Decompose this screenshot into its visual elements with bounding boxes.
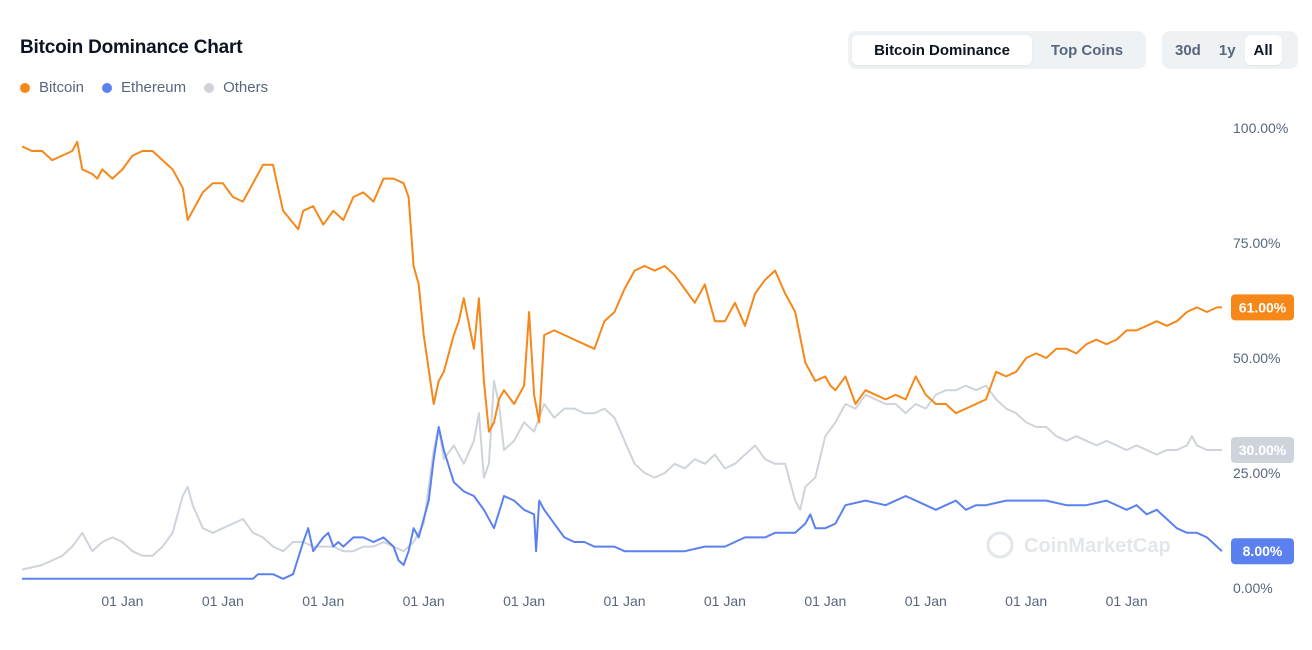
x-tick-label: 01 Jan bbox=[503, 593, 545, 609]
x-tick-label: 01 Jan bbox=[804, 593, 846, 609]
chart-legend: Bitcoin Ethereum Others bbox=[20, 79, 268, 96]
series-lines bbox=[21, 140, 1223, 580]
legend-dot-ethereum bbox=[102, 82, 113, 93]
x-tick-label: 01 Jan bbox=[202, 593, 244, 609]
legend-item-bitcoin[interactable]: Bitcoin bbox=[20, 79, 84, 96]
x-tick-label: 01 Jan bbox=[704, 593, 746, 609]
legend-item-others[interactable]: Others bbox=[204, 79, 268, 96]
legend-dot-bitcoin bbox=[20, 82, 30, 93]
legend-label-others: Others bbox=[223, 79, 269, 96]
x-tick-label: 01 Jan bbox=[302, 593, 344, 609]
range-all-button[interactable]: All bbox=[1244, 35, 1282, 65]
last-value-label-bitcoin: 61.00% bbox=[1239, 299, 1287, 315]
last-value-badge-bitcoin bbox=[1231, 294, 1294, 321]
series-line-bitcoin[interactable] bbox=[21, 140, 1222, 433]
series-line-others[interactable] bbox=[21, 380, 1222, 571]
y-tick-label: 50.00% bbox=[1233, 350, 1280, 366]
tab-bitcoin-dominance[interactable]: Bitcoin Dominance bbox=[852, 35, 1032, 65]
y-axis: 0.00% 25.00% 50.00% 75.00% 100.00% bbox=[1233, 120, 1288, 596]
view-tabs: Bitcoin Dominance Top Coins bbox=[848, 31, 1146, 69]
last-value-label-ethereum: 8.00% bbox=[1243, 543, 1283, 559]
last-value-badge-others bbox=[1231, 437, 1294, 463]
y-tick-label: 25.00% bbox=[1233, 465, 1280, 481]
legend-label-bitcoin: Bitcoin bbox=[39, 79, 85, 96]
coinmarketcap-logo-icon bbox=[986, 531, 1014, 559]
series-line-ethereum[interactable] bbox=[22, 426, 1223, 580]
last-value-label-others: 30.00% bbox=[1239, 442, 1287, 458]
y-tick-label: 100.00% bbox=[1233, 120, 1288, 136]
range-selector: 30d 1y All bbox=[1162, 31, 1298, 69]
y-tick-label: 0.00% bbox=[1233, 580, 1273, 596]
range-1y-button[interactable]: 1y bbox=[1218, 41, 1236, 59]
last-value-badge-ethereum bbox=[1231, 538, 1294, 565]
x-tick-label: 01 Jan bbox=[101, 593, 143, 609]
x-tick-label: 01 Jan bbox=[1106, 593, 1148, 609]
x-axis: 01 Jan 01 Jan 01 Jan 01 Jan 01 Jan 01 Jan 01 J… bbox=[101, 593, 1147, 609]
legend-label-ethereum: Ethereum bbox=[121, 79, 187, 96]
watermark: CoinMarketCap bbox=[986, 531, 1171, 559]
y-tick-label: 75.00% bbox=[1233, 235, 1280, 251]
x-tick-label: 01 Jan bbox=[905, 593, 947, 609]
page-title: Bitcoin Dominance Chart bbox=[20, 37, 243, 58]
range-30d-button[interactable]: 30d bbox=[1175, 41, 1201, 59]
legend-dot-others bbox=[204, 82, 215, 93]
x-tick-label: 01 Jan bbox=[1005, 593, 1047, 609]
x-tick-label: 01 Jan bbox=[403, 593, 445, 609]
legend-item-ethereum[interactable]: Ethereum bbox=[102, 79, 186, 96]
last-value-badges: 61.00% 8.00% 30.00% bbox=[1231, 294, 1294, 565]
watermark-text: CoinMarketCap bbox=[1024, 535, 1171, 557]
tab-top-coins[interactable]: Top Coins bbox=[1050, 41, 1124, 59]
x-tick-label: 01 Jan bbox=[603, 593, 645, 609]
